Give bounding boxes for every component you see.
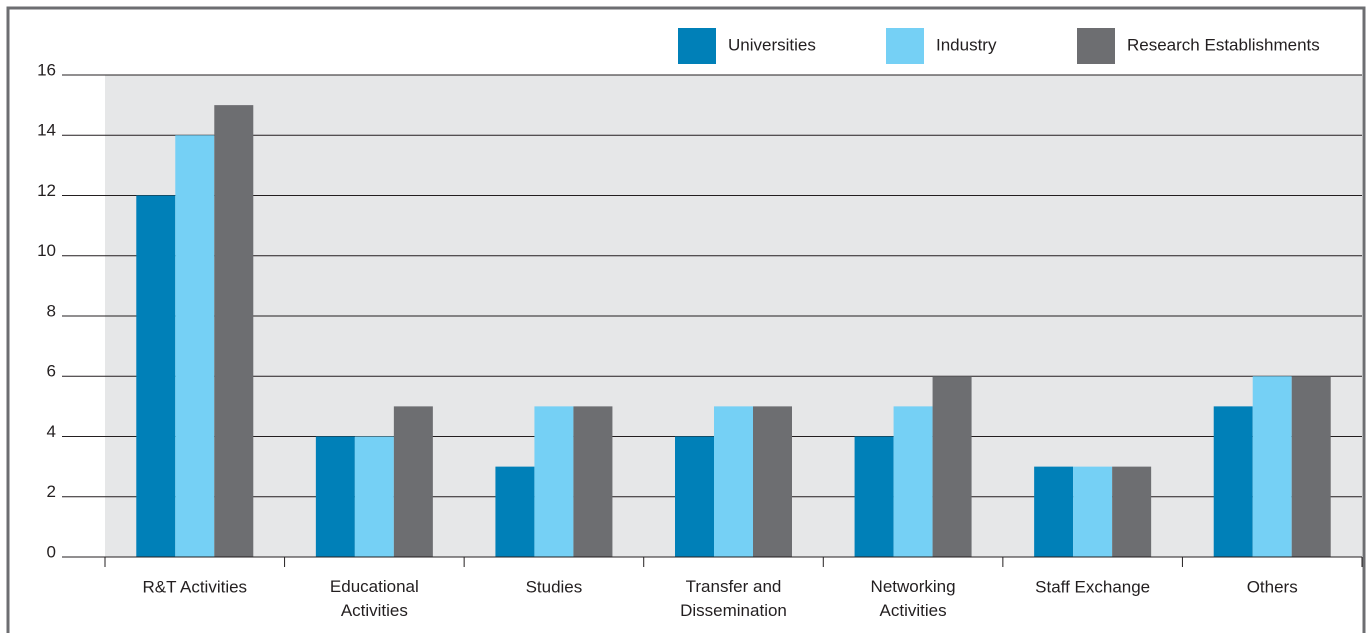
bar — [1034, 466, 1074, 557]
x-tick-label: Studies — [526, 577, 583, 596]
x-tick-label: Transfer and Dissemination — [680, 577, 787, 620]
x-tick-label: Others — [1247, 577, 1298, 596]
bar — [393, 406, 433, 557]
bar — [854, 436, 894, 557]
bar — [1213, 406, 1253, 557]
y-tick-label: 16 — [37, 60, 56, 79]
bar — [175, 135, 215, 557]
bar — [573, 406, 613, 557]
y-tick-label: 8 — [47, 301, 56, 320]
legend-label: Universities — [728, 35, 816, 54]
bar — [1252, 376, 1292, 557]
bar — [1291, 376, 1331, 557]
bar — [714, 406, 753, 557]
legend-label: Industry — [936, 35, 997, 54]
y-tick-label: 14 — [37, 121, 56, 140]
x-tick-label: Educational Activities — [330, 577, 419, 620]
legend-swatch — [1077, 28, 1115, 64]
bar — [534, 406, 574, 557]
y-tick-label: 12 — [37, 181, 56, 200]
bar — [315, 436, 355, 557]
bar — [214, 105, 254, 557]
bar — [675, 436, 714, 557]
bar — [136, 195, 176, 557]
bar — [1112, 466, 1152, 557]
bar — [495, 466, 535, 557]
bar — [1073, 466, 1113, 557]
y-tick-label: 4 — [47, 422, 56, 441]
legend-swatch — [886, 28, 924, 64]
bar — [753, 406, 792, 557]
y-tick-label: 10 — [37, 241, 56, 260]
x-tick-label: Staff Exchange — [1035, 577, 1150, 596]
legend-label: Research Establishments — [1127, 35, 1320, 54]
bar — [893, 406, 933, 557]
x-tick-label: R&T Activities — [143, 577, 248, 596]
bar — [932, 376, 972, 557]
y-tick-label: 6 — [47, 362, 56, 381]
y-tick-label: 0 — [47, 542, 56, 561]
y-tick-label: 2 — [47, 482, 56, 501]
x-tick-label: Networking Activities — [871, 577, 956, 620]
frame — [6, 6, 1366, 633]
legend-swatch — [678, 28, 716, 64]
bar — [354, 436, 394, 557]
